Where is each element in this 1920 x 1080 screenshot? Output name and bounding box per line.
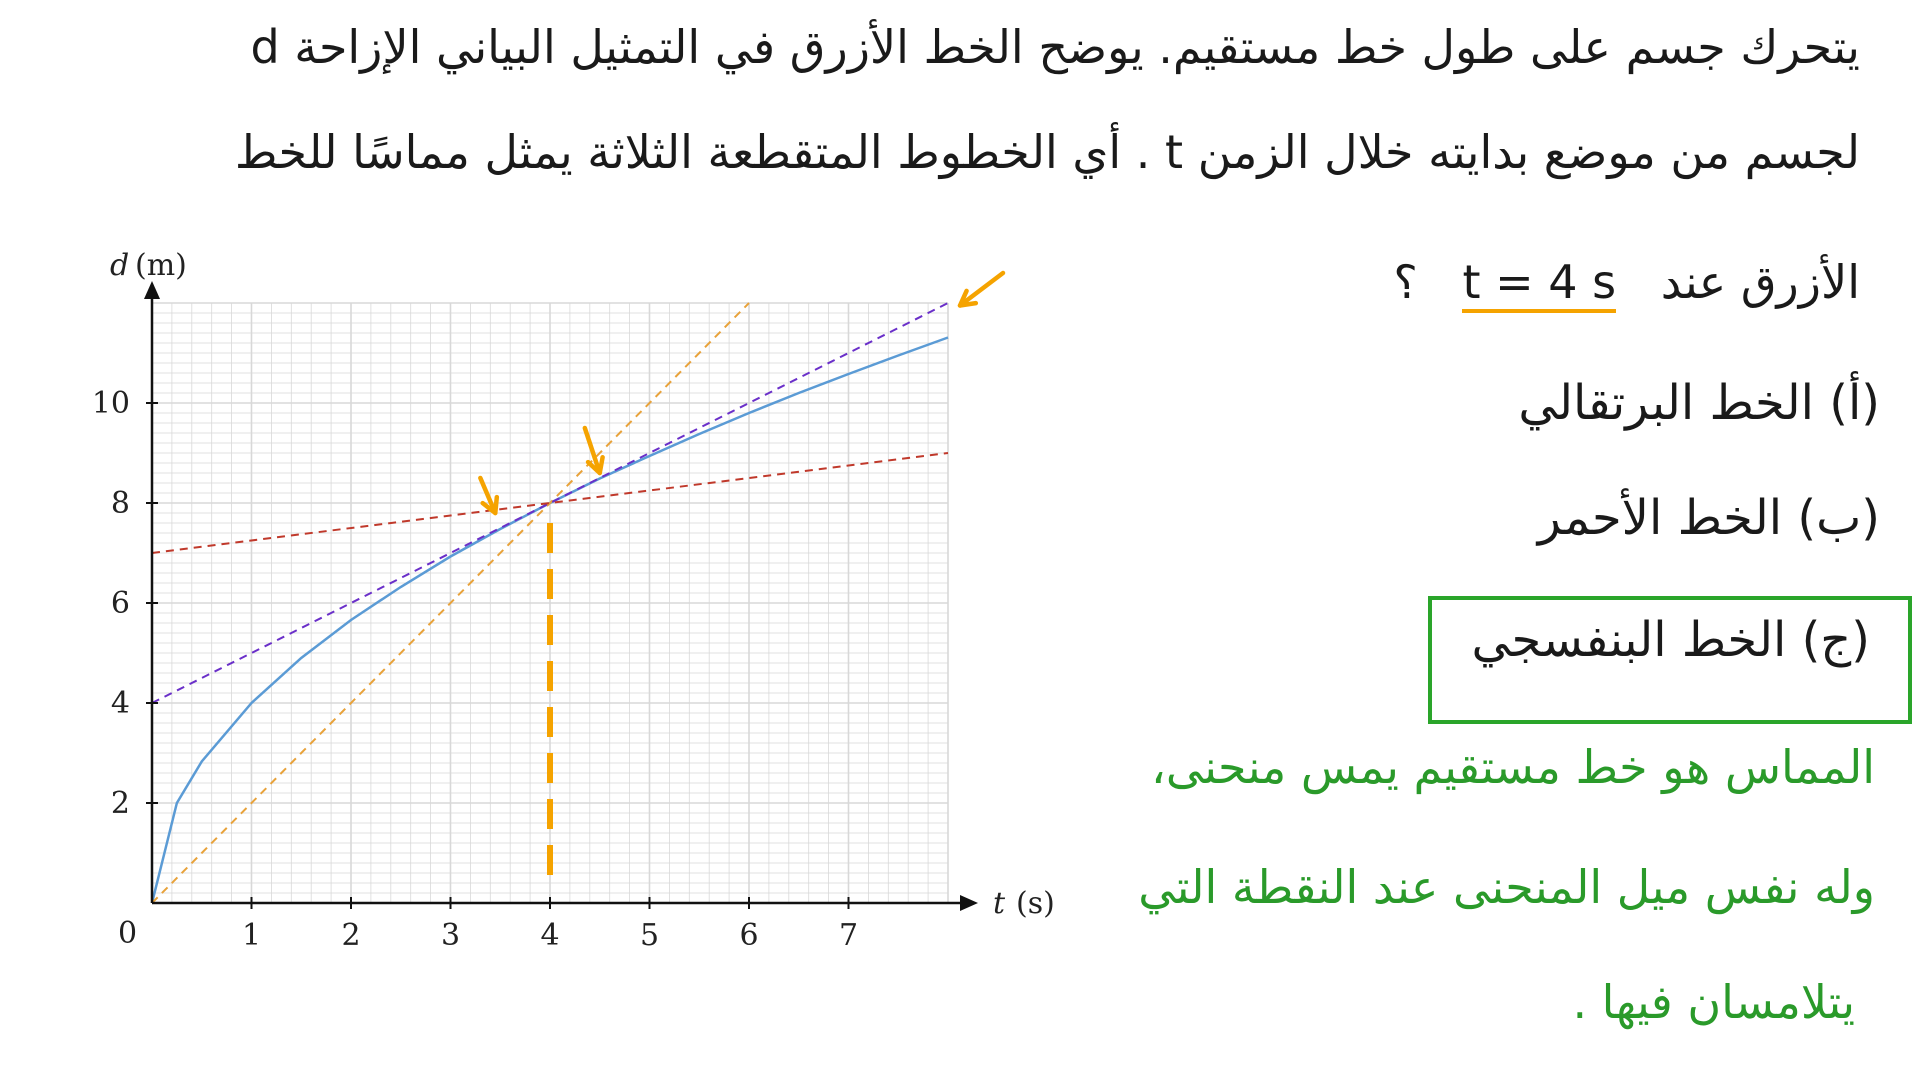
series-orange-line bbox=[151, 302, 750, 904]
arrow-purple-end-head bbox=[957, 288, 979, 308]
arrow-right-of-intersection-head bbox=[585, 455, 605, 476]
explanation-line-3: يتلامسان فيها . bbox=[1572, 975, 1855, 1029]
x-tick-label: 1 bbox=[242, 918, 261, 953]
x-axis-var: t bbox=[993, 886, 1006, 921]
chart-annotations bbox=[478, 270, 1006, 888]
x-axis-arrow bbox=[960, 895, 978, 911]
question-mark: ؟ bbox=[1393, 255, 1418, 309]
x-tick-label: 6 bbox=[739, 918, 758, 953]
series-red-line bbox=[151, 452, 949, 554]
chart-axes: d (m) t (s) 0 1 2 3 4 5 6 7 2 4 6 8 10 bbox=[92, 248, 1055, 953]
question-line-3-text: الأزرق عند bbox=[1660, 255, 1860, 309]
chart-series bbox=[150, 302, 949, 904]
condition-text: t = 4 s bbox=[1462, 255, 1617, 313]
x-tick-label: 3 bbox=[441, 918, 460, 953]
y-axis-unit: (m) bbox=[135, 248, 187, 283]
displacement-time-chart: d (m) t (s) 0 1 2 3 4 5 6 7 2 4 6 8 10 bbox=[92, 248, 1055, 953]
y-tick-label: 4 bbox=[111, 686, 130, 721]
arrow-left-of-intersection bbox=[478, 475, 498, 516]
y-tick-label: 2 bbox=[111, 786, 130, 821]
answer-highlight-box bbox=[1428, 596, 1912, 724]
arrow-right-of-intersection bbox=[582, 425, 602, 476]
explanation-line-2: وله نفس ميل المنحنى عند النقطة التي bbox=[1138, 860, 1875, 914]
x-tick-label: 7 bbox=[839, 918, 858, 953]
arrow-left-of-intersection-head bbox=[480, 494, 500, 516]
question-line-1: يتحرك جسم على طول خط مستقيم. يوضح الخط ا… bbox=[250, 20, 1860, 74]
series-blue-line bbox=[150, 336, 949, 904]
y-tick-label: 6 bbox=[111, 586, 130, 621]
question-line-3: الأزرق عند t = 4 s ؟ bbox=[1393, 255, 1860, 313]
series-purple-line bbox=[151, 302, 949, 704]
option-b[interactable]: (ب) الخط الأحمر bbox=[1537, 490, 1880, 546]
question-line-2: لجسم من موضع بدايته خلال الزمن t . أي ال… bbox=[234, 125, 1860, 179]
x-tick-label: 4 bbox=[540, 918, 559, 953]
option-a[interactable]: (أ) الخط البرتقالي bbox=[1518, 375, 1880, 431]
chart-grid bbox=[151, 302, 949, 904]
y-tick-label: 10 bbox=[92, 386, 130, 421]
option-c[interactable]: (ج) الخط البنفسجي bbox=[1471, 612, 1870, 668]
explanation-line-1: المماس هو خط مستقيم يمس منحنى، bbox=[1150, 740, 1875, 794]
origin-label: 0 bbox=[118, 916, 137, 951]
y-tick-label: 8 bbox=[111, 486, 130, 521]
y-axis-arrow bbox=[144, 281, 160, 299]
x-axis-unit: (s) bbox=[1016, 886, 1055, 921]
x-tick-label: 2 bbox=[341, 918, 360, 953]
y-axis-var: d bbox=[110, 248, 129, 283]
x-tick-label: 5 bbox=[640, 918, 659, 953]
arrow-purple-end bbox=[957, 270, 1006, 308]
